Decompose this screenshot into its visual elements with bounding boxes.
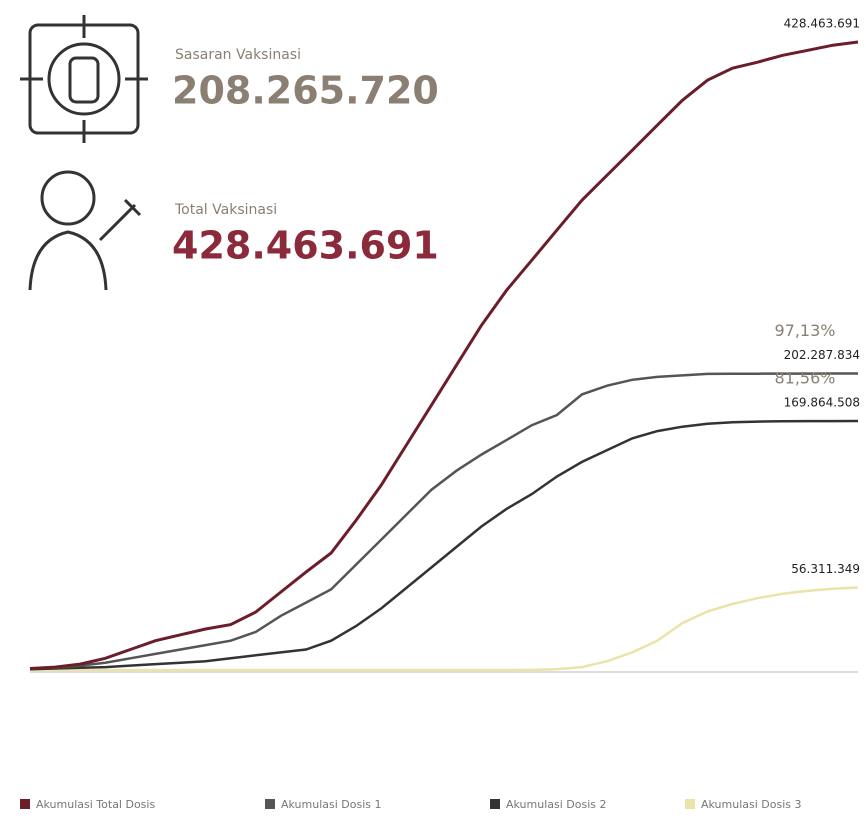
series-line [29,419,859,671]
target-icon [20,15,148,143]
series-line [30,586,859,672]
stat-label: Sasaran Vaksinasi [175,47,301,63]
person-icon [28,170,142,291]
data-label: 202.287.834 [784,348,860,362]
legend-label: Akumulasi Dosis 3 [701,798,802,811]
series-line [29,40,859,670]
legend-label: Akumulasi Dosis 2 [506,798,607,811]
annotation: 81,56% [774,369,835,388]
data-label: 169.864.508 [784,396,860,410]
legend-label: Akumulasi Dosis 1 [281,798,382,811]
stat-value: 208.265.720 [172,69,439,113]
legend-swatch [265,799,275,809]
stat-label: Total Vaksinasi [174,202,277,218]
stat-value: 428.463.691 [172,224,439,268]
legend-label: Akumulasi Total Dosis [36,798,155,811]
annotation: 97,13% [774,321,835,340]
legend-swatch [685,799,695,809]
legend-swatch [490,799,500,809]
legend-swatch [20,799,30,809]
data-label: 56.311.349 [791,562,860,576]
data-label: 428.463.691 [784,17,860,31]
series-line [29,372,858,670]
